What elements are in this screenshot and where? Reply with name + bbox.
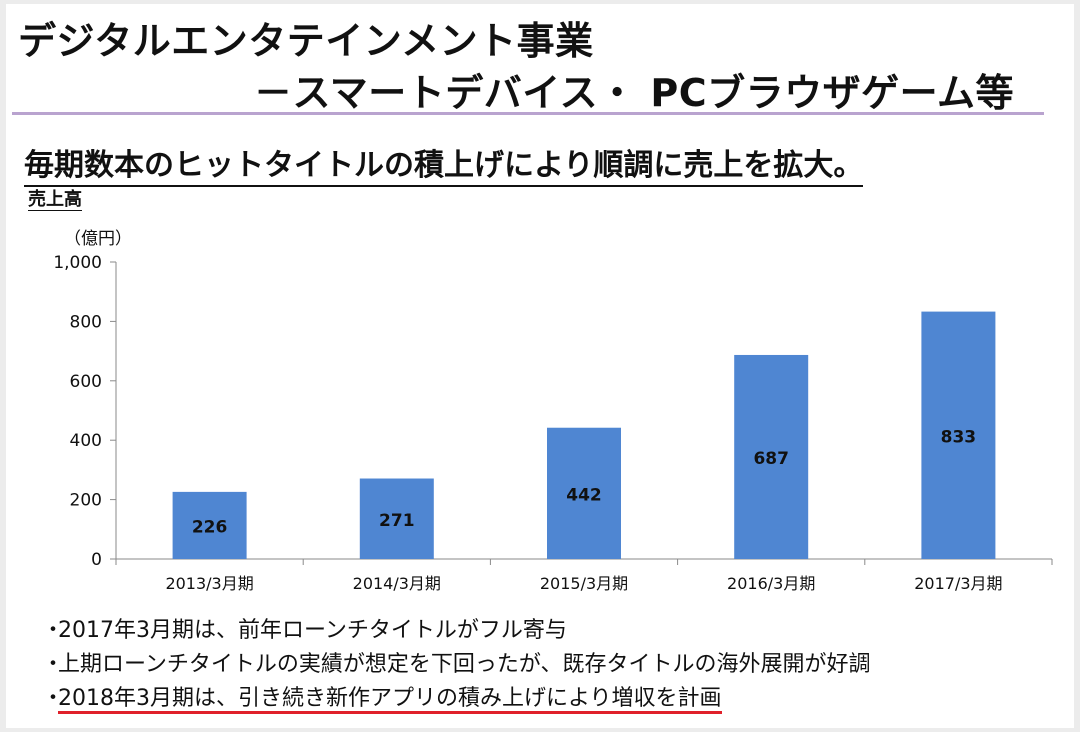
chart-container: （億円） 0 200 400 600 800 1,000 226 2013/3月期 271 201… <box>6 4 1074 728</box>
y-tick-label: 0 <box>91 550 102 570</box>
title-divider <box>12 112 1044 115</box>
x-tick-label: 2016/3月期 <box>727 574 815 593</box>
bar <box>172 491 247 559</box>
bar-value-label: 442 <box>566 485 602 505</box>
bullet-marker: ・ <box>42 686 65 711</box>
y-axis-unit-label: （億円） <box>64 229 132 249</box>
bullet-item: ・2017年3月期は、前年ローンチタイトルがフル寄与 <box>42 614 870 648</box>
bullet-item: ・上期ローンチタイトルの実績が想定を下回ったが、既存タイトルの海外展開が好調 <box>42 648 870 682</box>
x-tick-label: 2014/3月期 <box>353 574 441 593</box>
bullet-marker: ・ <box>42 618 65 643</box>
bar <box>547 427 621 559</box>
bullet-item-highlighted: ・2018年3月期は、引き続き新作アプリの積み上げにより増収を計画 <box>42 682 870 716</box>
bar <box>921 311 996 559</box>
bullet-list: ・2017年3月期は、前年ローンチタイトルがフル寄与 ・上期ローンチタイトルの実… <box>42 614 870 716</box>
bar <box>359 478 434 559</box>
y-tick-label: 400 <box>70 431 102 451</box>
y-tick-label: 200 <box>70 491 102 511</box>
bar-value-label: 226 <box>192 517 228 537</box>
section-label-sales: 売上高 <box>28 189 82 211</box>
bullet-marker: ・ <box>42 652 65 677</box>
slide: デジタルエンタテインメント事業 －スマートデバイス・ PCブラウザゲーム等 毎期… <box>6 4 1074 728</box>
subtitle: 毎期数本のヒットタイトルの積上げにより順調に売上を拡大。 <box>24 140 864 187</box>
y-tick-label: 1,000 <box>53 253 102 273</box>
y-tick-label: 600 <box>70 372 102 392</box>
bar-value-label: 687 <box>753 449 789 469</box>
bar <box>734 354 809 559</box>
bullet-text: 上期ローンチタイトルの実績が想定を下回ったが、既存タイトルの海外展開が好調 <box>58 652 871 677</box>
bullet-text: 2018年3月期は、引き続き新作アプリの積み上げにより増収を計画 <box>58 686 722 714</box>
title-line-2: －スマートデバイス・ PCブラウザゲーム等 <box>253 71 1014 115</box>
bullet-text: 2017年3月期は、前年ローンチタイトルがフル寄与 <box>58 618 567 643</box>
bar-value-label: 833 <box>941 427 977 447</box>
x-tick-label: 2017/3月期 <box>914 574 1002 593</box>
bar-value-label: 271 <box>379 511 415 531</box>
title-line-1: デジタルエンタテインメント事業 <box>18 19 594 63</box>
bar-chart: （億円） 0 200 400 600 800 1,000 226 2013/3月期 271 201… <box>53 229 1053 593</box>
x-tick-label: 2013/3月期 <box>165 574 253 593</box>
x-tick-label: 2015/3月期 <box>540 574 628 593</box>
y-tick-label: 800 <box>70 312 102 332</box>
